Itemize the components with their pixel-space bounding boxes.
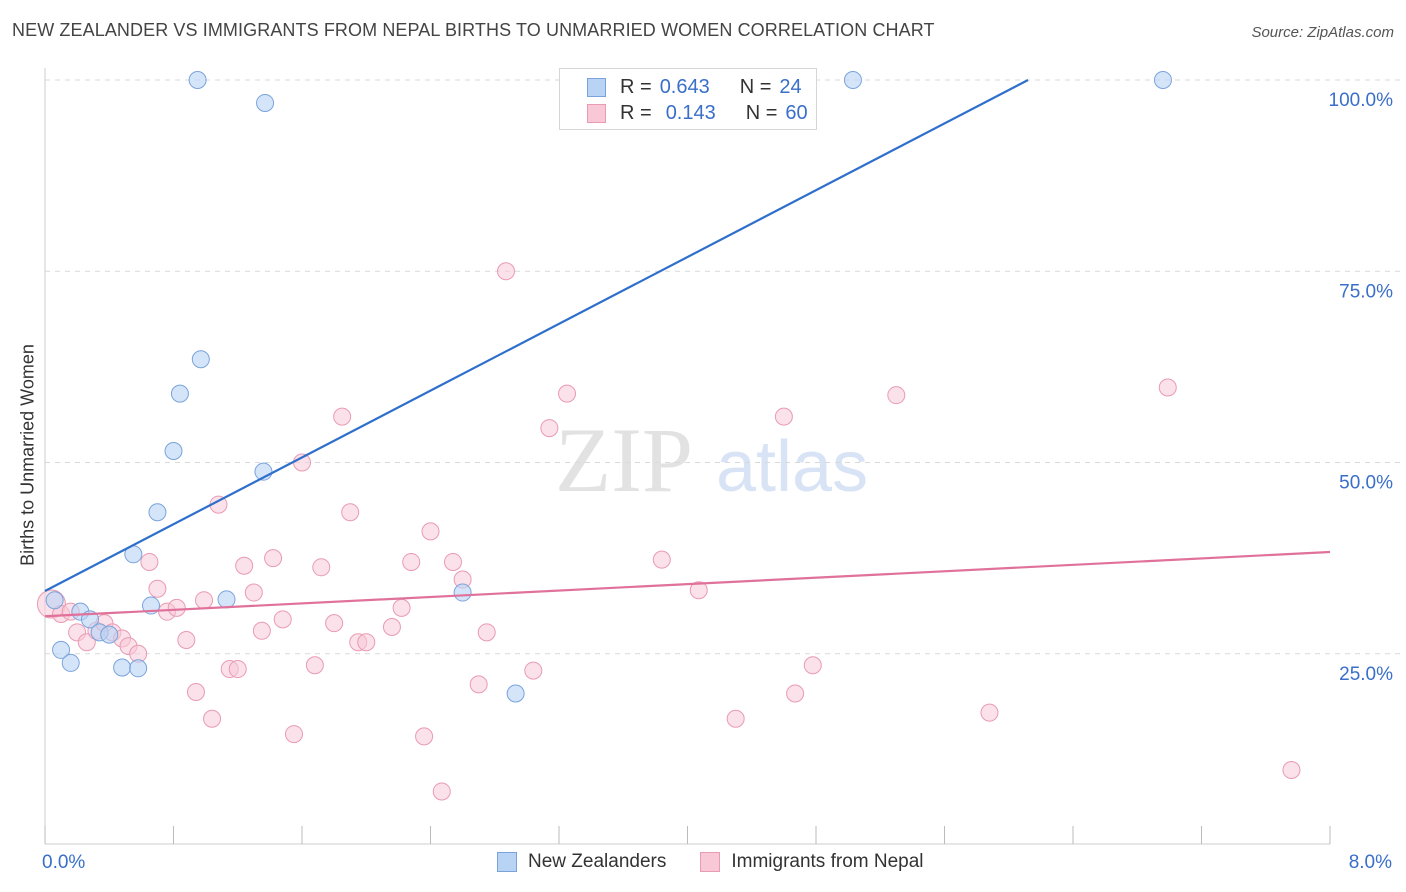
new-zealander-points <box>45 71 1172 703</box>
new-zealander-point <box>52 640 71 659</box>
new-zealander-point <box>217 590 236 609</box>
nepal-point <box>496 262 515 281</box>
n-value: 60 <box>785 101 808 124</box>
n-label: N = <box>745 101 778 124</box>
nepal-point <box>77 633 96 652</box>
new-zealander-point <box>1153 71 1172 89</box>
new-zealander-point <box>191 350 210 369</box>
pink-swatch <box>700 852 721 872</box>
x-tick-label-min: 0.0% <box>42 852 86 873</box>
new-zealander-point <box>843 71 862 89</box>
legend-item-new-zealanders: New Zealanders <box>497 851 666 873</box>
y-tick-label: 25.0% <box>1339 664 1393 685</box>
nepal-point <box>402 552 421 571</box>
nepal-point <box>689 581 708 600</box>
nepal-point <box>415 727 434 746</box>
nepal-point <box>1282 761 1301 780</box>
nepal-point <box>524 661 543 680</box>
nepal-point <box>980 703 999 722</box>
chart-source: Source: ZipAtlas.com <box>1251 24 1394 41</box>
nepal-point <box>305 656 324 675</box>
series-legend: New Zealanders Immigrants from Nepal <box>497 851 958 873</box>
nepal-point <box>341 503 360 522</box>
legend-row-nepal: R = 0.143 N = 60 <box>560 100 808 126</box>
nepal-point <box>432 782 451 801</box>
stats-legend: R = 0.643 N = 24 R = 0.143 N = 60 <box>559 68 817 130</box>
nepal-point <box>186 683 205 701</box>
nepal-point <box>177 630 196 649</box>
nepal-point <box>333 407 352 426</box>
new-zealander-point <box>129 659 148 678</box>
nepal-point <box>252 621 271 640</box>
blue-swatch <box>587 77 606 97</box>
nepal-point <box>786 684 805 703</box>
y-tick-labels: 25.0% 50.0% 75.0% 100.0% <box>1329 90 1394 685</box>
nepal-point <box>235 556 254 575</box>
new-zealander-point <box>148 503 167 522</box>
new-zealander-point <box>61 653 80 672</box>
nepal-point <box>167 598 186 617</box>
nepal-point <box>203 709 222 728</box>
nepal-point <box>469 675 488 694</box>
nepal-point <box>1158 378 1177 397</box>
new-zealander-point <box>453 583 472 602</box>
nepal-point <box>228 660 247 679</box>
watermark-zip: ZIP <box>555 409 693 511</box>
nepal-point <box>284 725 303 744</box>
nepal-point <box>774 407 793 426</box>
new-zealander-point <box>100 625 119 644</box>
y-tick-label: 75.0% <box>1339 281 1393 302</box>
legend-label: New Zealanders <box>528 851 667 872</box>
legend-row-new-zealanders: R = 0.643 N = 24 <box>560 74 802 100</box>
nepal-points <box>36 262 1301 801</box>
legend-label: Immigrants from Nepal <box>731 851 924 872</box>
x-tick-label-max: 8.0% <box>1348 852 1392 873</box>
nepal-point <box>477 623 496 642</box>
nepal-point <box>443 552 462 571</box>
nepal-point <box>382 617 401 636</box>
nepal-point <box>887 386 906 405</box>
new-zealander-point <box>113 658 132 677</box>
n-label: N = <box>739 75 772 98</box>
watermark-atlas: atlas <box>716 427 868 507</box>
nepal-point <box>392 598 411 617</box>
nepal-point <box>244 583 263 602</box>
nepal-point <box>726 709 745 728</box>
nepal-point <box>652 550 671 569</box>
pink-swatch <box>587 103 606 123</box>
chart-title: NEW ZEALANDER VS IMMIGRANTS FROM NEPAL B… <box>12 20 935 40</box>
nepal-point <box>264 549 283 568</box>
nepal-point <box>325 614 344 633</box>
nepal-point <box>195 591 214 610</box>
r-label: R = <box>620 101 652 124</box>
y-tick-label: 50.0% <box>1339 473 1393 494</box>
new-zealander-point <box>506 684 525 703</box>
nepal-point <box>803 656 822 675</box>
new-zealander-point <box>170 384 189 403</box>
new-zealander-point <box>45 591 64 610</box>
blue-swatch <box>497 852 517 872</box>
nepal-point <box>558 384 577 403</box>
axes <box>44 68 1331 845</box>
r-value: 0.643 <box>659 75 710 98</box>
new-zealander-point <box>188 71 207 89</box>
r-label: R = <box>620 75 652 98</box>
legend-item-nepal: Immigrants from Nepal <box>700 851 924 873</box>
new-zealander-point <box>164 442 183 461</box>
y-tick-label: 100.0% <box>1329 90 1394 111</box>
nepal-point <box>540 419 559 438</box>
new-zealander-trend-line <box>44 79 1029 592</box>
new-zealander-point <box>256 93 275 112</box>
nepal-point <box>273 610 292 629</box>
trend-lines <box>44 79 1331 618</box>
nepal-point <box>140 552 159 571</box>
nepal-point <box>312 558 331 577</box>
r-value: 0.143 <box>665 101 716 124</box>
nepal-point <box>421 522 440 541</box>
nepal-point <box>357 633 376 652</box>
nepal-trend-line <box>44 550 1331 618</box>
nepal-point <box>148 579 167 598</box>
n-value: 24 <box>779 75 802 98</box>
